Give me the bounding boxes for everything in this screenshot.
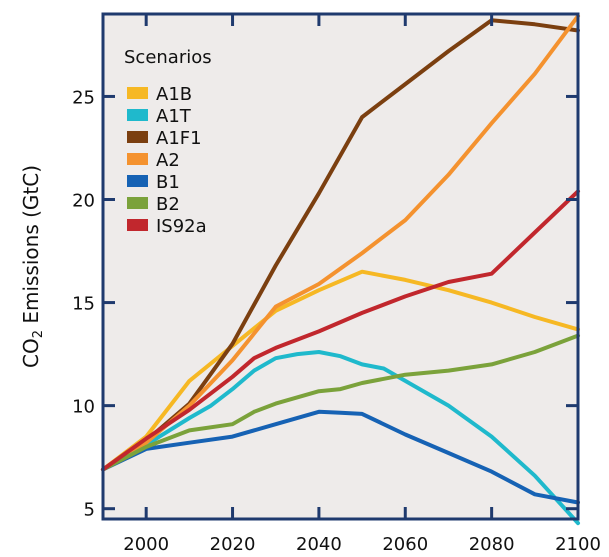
legend-title: Scenarios bbox=[124, 47, 212, 68]
series-line-a1b bbox=[101, 269, 580, 472]
legend-swatch bbox=[127, 175, 148, 187]
series-line-is92a bbox=[101, 189, 580, 472]
y-tick-label: 10 bbox=[72, 397, 95, 418]
y-tick-label: 5 bbox=[84, 500, 95, 521]
ticks-layer: 2000 2020 2040 2060 2080 2100 5 10 15 20 25 bbox=[72, 14, 601, 555]
legend-swatch bbox=[127, 219, 148, 231]
legend-label: A1F1 bbox=[156, 128, 202, 149]
x-tick-label: 2040 bbox=[296, 534, 342, 555]
legend-label: A1T bbox=[156, 106, 192, 127]
legend-label: A2 bbox=[156, 150, 180, 171]
series-line-a2 bbox=[101, 14, 580, 472]
y-tick-label: 15 bbox=[72, 294, 95, 315]
series-line-b2 bbox=[101, 333, 580, 472]
y-axis-label-suffix: Emissions (GtC) bbox=[19, 165, 43, 330]
series-line-b1 bbox=[101, 409, 580, 505]
legend-label: B1 bbox=[156, 172, 180, 193]
series-layer bbox=[101, 14, 580, 526]
series-line-a1t bbox=[101, 350, 580, 526]
y-axis-label-subscript: 2 bbox=[31, 330, 46, 338]
legend-swatch bbox=[127, 87, 148, 99]
x-tick-label: 2100 bbox=[555, 534, 601, 555]
legend-swatch bbox=[127, 197, 148, 209]
legend-label: IS92a bbox=[156, 216, 207, 237]
y-tick-label: 25 bbox=[72, 87, 95, 108]
legend-label: B2 bbox=[156, 194, 180, 215]
y-tick-label: 20 bbox=[72, 191, 95, 212]
x-tick-label: 2020 bbox=[210, 534, 256, 555]
x-tick-label: 2000 bbox=[123, 534, 169, 555]
legend-swatch bbox=[127, 131, 148, 143]
x-tick-label: 2060 bbox=[382, 534, 428, 555]
plot-frame bbox=[101, 12, 580, 521]
legend-label: A1B bbox=[156, 84, 192, 105]
x-tick-label: 2080 bbox=[469, 534, 515, 555]
legend-swatch bbox=[127, 153, 148, 165]
y-axis-label: CO2 Emissions (GtC) bbox=[19, 165, 46, 368]
y-axis-label-prefix: CO bbox=[19, 338, 43, 368]
legend-swatch bbox=[127, 109, 148, 121]
